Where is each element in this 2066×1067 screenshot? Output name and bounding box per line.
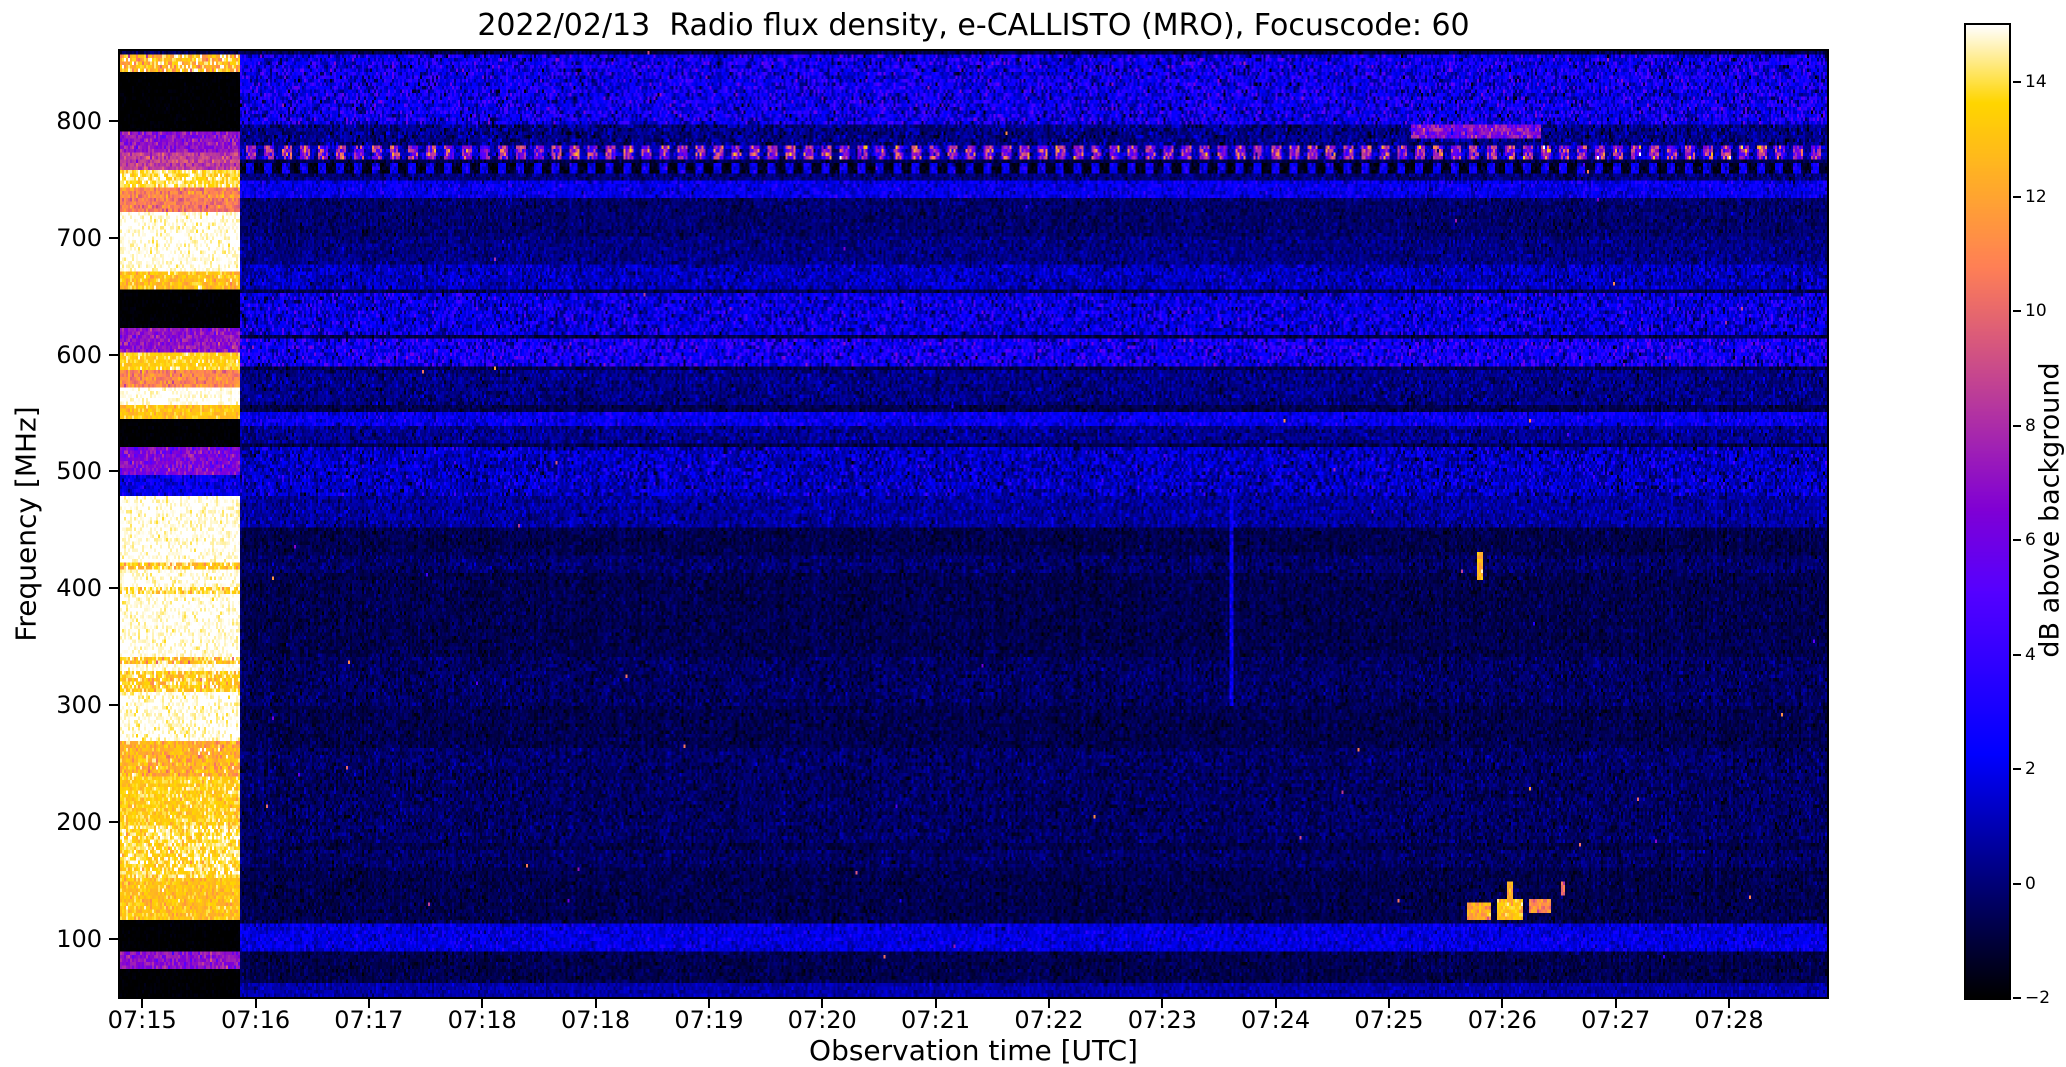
x-tick-label: 07:17 xyxy=(334,1006,404,1034)
colorbar-tick-mark xyxy=(2013,195,2021,198)
x-tick-mark xyxy=(1387,999,1390,1008)
colorbar-tick-label: −2 xyxy=(2025,988,2051,1008)
x-axis-label: Observation time [UTC] xyxy=(809,1034,1138,1067)
colorbar-tick-label: 12 xyxy=(2025,186,2047,207)
x-tick-mark xyxy=(1728,999,1731,1008)
y-tick-mark xyxy=(109,587,118,590)
colorbar-tick-mark xyxy=(2013,310,2021,313)
x-tick-label: 07:27 xyxy=(1581,1006,1651,1034)
colorbar-tick-mark xyxy=(2013,997,2021,999)
x-tick-mark xyxy=(1274,999,1277,1008)
y-tick-label: 100 xyxy=(56,924,102,953)
y-tick-mark xyxy=(109,120,118,123)
y-tick-label: 800 xyxy=(56,107,102,136)
colorbar-tick-mark xyxy=(2013,81,2021,84)
x-tick-mark xyxy=(141,999,144,1008)
x-tick-mark xyxy=(1501,999,1504,1008)
spectrogram-plot-area xyxy=(118,49,1829,999)
colorbar-canvas xyxy=(1966,25,2009,998)
colorbar-tick-mark xyxy=(2013,768,2021,771)
x-tick-label: 07:28 xyxy=(1694,1006,1764,1034)
y-tick-label: 400 xyxy=(56,574,102,603)
y-tick-mark xyxy=(109,937,118,940)
x-tick-mark xyxy=(594,999,597,1008)
x-tick-label: 07:23 xyxy=(1127,1006,1197,1034)
colorbar-tick-label: 10 xyxy=(2025,301,2047,322)
colorbar-tick-label: 4 xyxy=(2025,644,2036,665)
colorbar-label: dB above background xyxy=(2034,362,2066,658)
colorbar-tick-label: 2 xyxy=(2025,759,2036,780)
x-tick-mark xyxy=(254,999,257,1008)
x-tick-label: 07:15 xyxy=(107,1006,177,1034)
y-tick-mark xyxy=(109,820,118,823)
colorbar-tick-label: 0 xyxy=(2025,873,2036,894)
y-tick-label: 700 xyxy=(56,223,102,252)
colorbar-tick-mark xyxy=(2013,539,2021,542)
x-tick-mark xyxy=(1161,999,1164,1008)
x-tick-mark xyxy=(1614,999,1617,1008)
x-tick-label: 07:18 xyxy=(560,1006,631,1034)
y-axis-label: Frequency [MHz] xyxy=(9,406,43,642)
y-tick-mark xyxy=(109,353,118,356)
y-tick-label: 300 xyxy=(56,691,102,720)
colorbar-tick-mark xyxy=(2013,882,2021,885)
x-tick-label: 07:20 xyxy=(787,1006,857,1034)
colorbar-tick-label: 14 xyxy=(2025,72,2047,93)
x-tick-mark xyxy=(1047,999,1050,1008)
x-tick-label: 07:21 xyxy=(901,1006,971,1034)
colorbar-tick-mark xyxy=(2013,653,2021,656)
x-tick-mark xyxy=(367,999,370,1008)
colorbar xyxy=(1964,23,2011,1000)
x-tick-label: 07:22 xyxy=(1014,1006,1084,1034)
colorbar-tick-mark xyxy=(2013,424,2021,427)
spectrogram-canvas xyxy=(120,51,1827,997)
x-tick-mark xyxy=(707,999,710,1008)
x-tick-label: 07:25 xyxy=(1354,1006,1424,1034)
x-tick-label: 07:26 xyxy=(1467,1006,1537,1034)
y-tick-label: 600 xyxy=(56,340,102,369)
x-tick-label: 07:18 xyxy=(447,1006,517,1034)
y-tick-mark xyxy=(109,236,118,239)
x-tick-mark xyxy=(934,999,937,1008)
x-tick-mark xyxy=(481,999,484,1008)
y-tick-mark xyxy=(109,470,118,473)
colorbar-tick-label: 8 xyxy=(2025,415,2036,436)
y-tick-label: 500 xyxy=(56,457,102,486)
colorbar-tick-label: 6 xyxy=(2025,530,2036,551)
x-tick-mark xyxy=(821,999,824,1008)
x-tick-label: 07:24 xyxy=(1241,1006,1311,1034)
y-tick-mark xyxy=(109,704,118,707)
x-tick-label: 07:16 xyxy=(220,1006,291,1034)
x-tick-label: 07:19 xyxy=(674,1006,744,1034)
chart-title: 2022/02/13 Radio flux density, e-CALLIST… xyxy=(477,8,1470,43)
y-tick-label: 200 xyxy=(56,807,102,836)
